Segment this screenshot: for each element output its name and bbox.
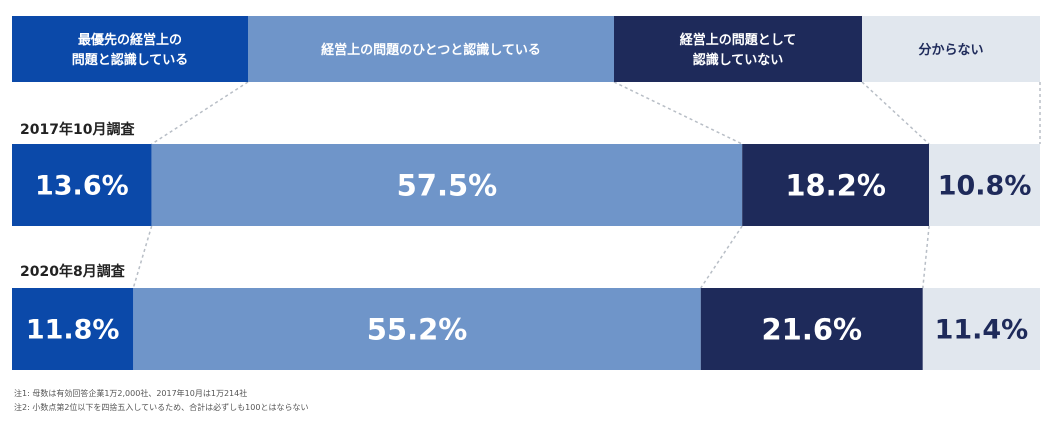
legend-label-2-0: 経営上の問題として (680, 32, 797, 48)
legend-label-0-1: 問題と認識している (72, 52, 189, 68)
legend-swatch-3 (862, 16, 1040, 82)
connector-top-1 (613, 81, 743, 145)
connector-top-2 (861, 81, 930, 145)
survey-label-1: 2020年8月調査 (20, 263, 126, 280)
bar-label-0-2: 18.2% (785, 168, 886, 202)
bar-segment-1-1 (133, 288, 701, 370)
bar-label-1-1: 55.2% (367, 312, 468, 346)
bar-label-1-2: 21.6% (761, 312, 862, 346)
bar-label-0-1: 57.5% (397, 168, 498, 202)
connector-mid-3 (922, 225, 930, 289)
bar-segment-1-2 (700, 288, 923, 370)
connector-mid-1 (132, 225, 153, 289)
legend-swatch-0 (12, 16, 248, 82)
connector-top-0 (151, 81, 249, 145)
legend-label-2-1: 認識していない (693, 52, 784, 68)
bar-label-1-3: 11.4% (935, 315, 1029, 346)
connector-mid-2 (700, 225, 743, 289)
note-1: 注1: 母数は有効回答企業1万2,000社、2017年10月は1万214社 (14, 388, 247, 398)
legend-label-1-0: 経営上の問題のひとつと認識している (321, 42, 541, 58)
survey-label-0: 2017年10月調査 (20, 121, 135, 138)
bar-segment-0-0 (12, 144, 152, 226)
note-2: 注2: 小数点第2位以下を四捨五入しているため、合計は必ずしも100とはならない (14, 402, 308, 412)
bar-segment-1-0 (12, 288, 134, 370)
bar-label-0-0: 13.6% (35, 171, 129, 202)
bar-segment-0-2 (742, 144, 930, 226)
bars: 2017年10月調査 13.6% 57.5% 18.2% 10.8% 2020年8月調査 1… (12, 121, 1040, 370)
legend-swatch-2 (614, 16, 862, 82)
bar-segment-0-3 (929, 144, 1040, 226)
legend-label-3-0: 分からない (918, 42, 983, 58)
bar-segment-1-3 (922, 288, 1040, 370)
bar-segment-0-1 (151, 144, 743, 226)
legend-swatch-1 (248, 16, 614, 82)
bar-label-0-3: 10.8% (938, 171, 1032, 202)
legend-label-0-0: 最優先の経営上の (78, 32, 182, 48)
connector-lines (132, 81, 1041, 289)
bar-label-1-0: 11.8% (26, 315, 120, 346)
